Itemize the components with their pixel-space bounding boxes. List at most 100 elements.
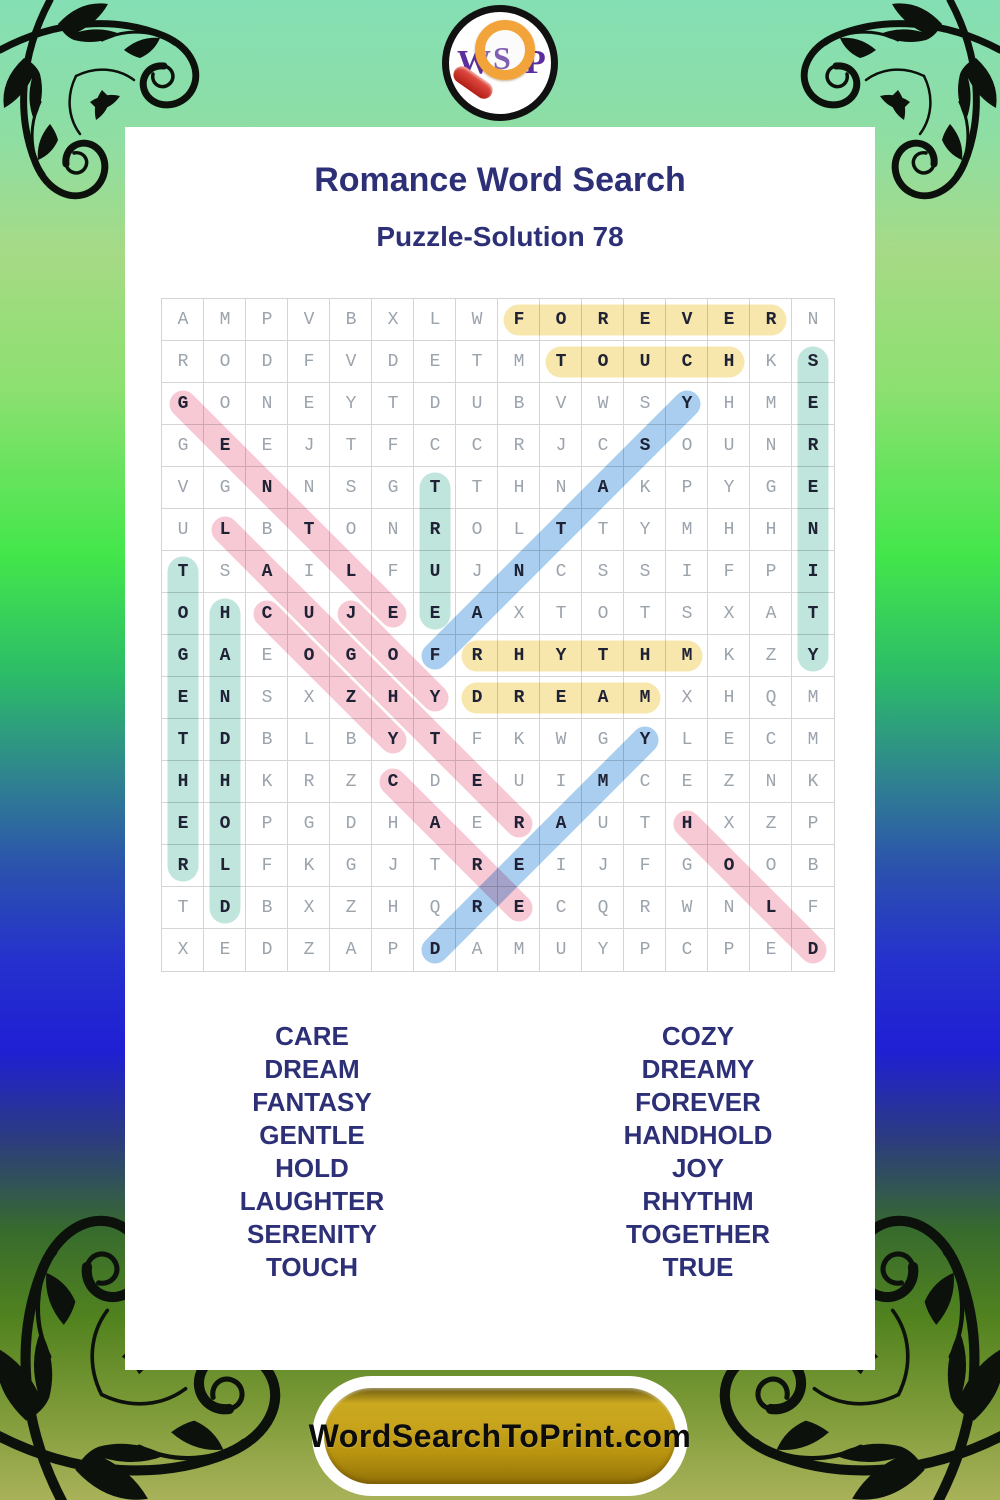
grid-cell [246,845,288,887]
grid-letter: Y [681,394,693,414]
grid-cell [372,341,414,383]
grid-letter: B [345,730,357,750]
grid-cell [162,929,204,971]
grid-letter: O [387,646,399,666]
grid-letter: B [261,730,273,750]
grid-letter: J [471,562,483,582]
grid-letter: K [807,772,819,792]
grid-letter: Y [807,646,819,666]
grid-letter: H [723,688,735,708]
grid-letter: D [387,352,399,372]
grid-letter: L [219,520,231,540]
grid-cell [708,509,750,551]
grid-letter: D [261,940,273,960]
grid-cell [624,929,666,971]
grid-letter: U [639,352,651,372]
grid-letter: R [429,520,441,540]
grid-letter: E [261,646,273,666]
grid-letter: B [261,898,273,918]
grid-cell [708,425,750,467]
grid-cell [204,341,246,383]
grid-letter: H [387,898,399,918]
grid-letter: M [513,940,525,960]
grid-letter: O [219,352,231,372]
grid-letter: C [681,940,693,960]
website-button[interactable]: WordSearchToPrint.com [309,1388,691,1484]
grid-letter: X [723,814,735,834]
grid-letter: A [429,814,441,834]
grid-letter: X [303,688,315,708]
grid-letter: I [555,856,567,876]
grid-cell [750,425,792,467]
grid-letter: Q [429,898,441,918]
grid-letter: T [429,856,441,876]
word-list-item: GENTLE [259,1120,365,1150]
grid-letter: G [303,814,315,834]
grid-letter: I [303,562,315,582]
grid-letter: B [345,310,357,330]
grid-cell [792,677,834,719]
grid-letter: R [513,688,525,708]
grid-cell [162,887,204,929]
grid-letter: V [555,394,567,414]
grid-cell [162,341,204,383]
grid-letter: A [471,940,483,960]
grid-letter: K [303,856,315,876]
grid-letter: Y [597,940,609,960]
grid-letter: T [555,520,567,540]
grid-letter: V [303,310,315,330]
grid-letter: O [219,814,231,834]
grid-letter: A [471,604,483,624]
grid-letter: G [597,730,609,750]
grid-letter: G [681,856,693,876]
grid-letter: G [765,478,777,498]
grid-letter: E [471,814,483,834]
grid-cell [330,845,372,887]
grid-cell [750,719,792,761]
grid-letter: E [429,352,441,372]
grid-letter: O [723,856,735,876]
grid-letter: N [303,478,315,498]
grid-letter: Z [345,772,357,792]
grid-letter: O [345,520,357,540]
grid-letter: D [219,898,231,918]
grid-letter: C [471,436,483,456]
grid-letter: F [723,562,735,582]
word-search-grid: A M P V B X L W F O R E V E R N R O D F V D E T M T O U C H K S G O N E Y T D U… [161,298,835,972]
grid-letter: E [513,856,525,876]
grid-letter: R [513,814,525,834]
word-list-item: HOLD [275,1153,349,1183]
grid-cell [246,887,288,929]
grid-letter: D [429,394,441,414]
grid-letter: H [513,478,525,498]
grid-cell [750,383,792,425]
grid-letter: T [177,898,189,918]
grid-cell [666,635,708,677]
grid-letter: V [177,478,189,498]
grid-letter: N [807,310,819,330]
grid-letter: H [765,520,777,540]
grid-letter: S [681,604,693,624]
grid-cell [288,929,330,971]
grid-letter: W [555,730,567,750]
grid-letter: E [639,310,651,330]
grid-letter: O [177,604,189,624]
grid-cell [414,299,456,341]
grid-cell [666,761,708,803]
grid-letter: G [345,856,357,876]
grid-letter: H [723,520,735,540]
grid-letter: T [429,478,441,498]
grid-letter: I [807,562,819,582]
grid-cell [162,299,204,341]
grid-letter: L [513,520,525,540]
grid-cell [498,341,540,383]
grid-letter: B [513,394,525,414]
grid-letter: J [555,436,567,456]
grid-letter: A [555,814,567,834]
grid-letter: Z [345,898,357,918]
grid-letter: Y [387,730,399,750]
grid-letter: K [513,730,525,750]
grid-letter: L [765,898,777,918]
grid-letter: R [471,646,483,666]
grid-letter: H [219,772,231,792]
